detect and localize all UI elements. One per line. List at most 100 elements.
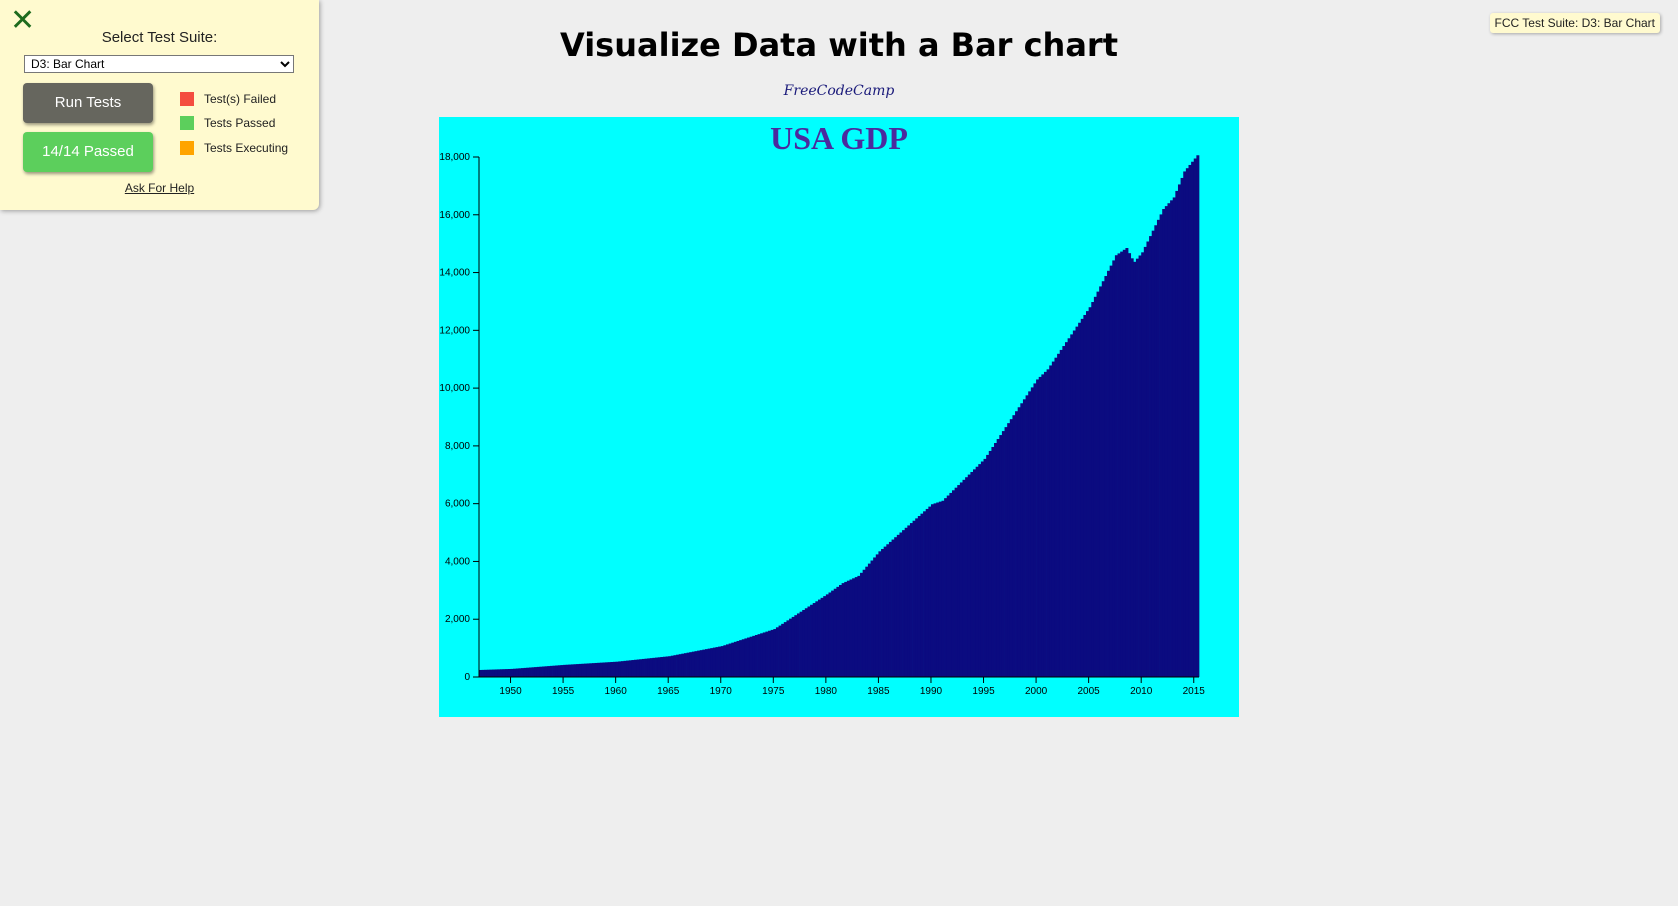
- bar[interactable]: [760, 633, 764, 677]
- bar[interactable]: [665, 656, 669, 677]
- bar[interactable]: [757, 634, 761, 677]
- bar[interactable]: [778, 625, 782, 677]
- bar[interactable]: [715, 647, 719, 677]
- bar[interactable]: [479, 669, 482, 677]
- bar[interactable]: [683, 653, 687, 677]
- bar[interactable]: [1135, 258, 1139, 677]
- bar[interactable]: [613, 661, 616, 677]
- bar[interactable]: [505, 669, 509, 677]
- bar[interactable]: [854, 577, 858, 677]
- bar[interactable]: [786, 620, 790, 677]
- bar[interactable]: [565, 664, 569, 677]
- bar[interactable]: [1041, 374, 1045, 677]
- bar[interactable]: [518, 668, 522, 677]
- bar[interactable]: [1146, 241, 1150, 678]
- bar[interactable]: [951, 490, 955, 677]
- bar[interactable]: [655, 657, 659, 677]
- bar[interactable]: [589, 663, 593, 677]
- bar[interactable]: [1104, 276, 1108, 677]
- bar[interactable]: [1096, 291, 1100, 677]
- bar[interactable]: [731, 642, 735, 677]
- bar[interactable]: [970, 471, 974, 677]
- bar[interactable]: [1033, 383, 1037, 677]
- close-icon[interactable]: ✕: [10, 3, 36, 38]
- bar[interactable]: [749, 636, 753, 677]
- bar[interactable]: [839, 584, 842, 677]
- bar[interactable]: [1012, 415, 1016, 677]
- bar[interactable]: [704, 649, 708, 677]
- bar[interactable]: [930, 504, 934, 677]
- bar[interactable]: [1125, 248, 1129, 677]
- bar[interactable]: [1075, 326, 1079, 677]
- bar[interactable]: [728, 643, 732, 677]
- bar[interactable]: [489, 669, 493, 677]
- bar[interactable]: [852, 578, 856, 677]
- bar[interactable]: [497, 669, 501, 677]
- bar[interactable]: [641, 658, 645, 677]
- bar[interactable]: [762, 632, 766, 677]
- bar[interactable]: [849, 579, 853, 678]
- bar[interactable]: [1062, 346, 1066, 677]
- bar[interactable]: [649, 658, 653, 677]
- bar[interactable]: [660, 657, 664, 677]
- bar[interactable]: [896, 534, 900, 677]
- bar[interactable]: [570, 664, 574, 677]
- bar[interactable]: [1099, 286, 1103, 677]
- bar[interactable]: [886, 544, 890, 677]
- bar[interactable]: [1001, 431, 1005, 677]
- bar[interactable]: [597, 662, 601, 677]
- bar[interactable]: [815, 601, 819, 677]
- bar[interactable]: [1093, 296, 1097, 677]
- bar[interactable]: [909, 523, 913, 677]
- bar[interactable]: [631, 660, 635, 677]
- bar[interactable]: [486, 669, 490, 677]
- bar[interactable]: [1196, 155, 1200, 677]
- bar[interactable]: [549, 665, 553, 677]
- bar[interactable]: [946, 495, 950, 677]
- bar[interactable]: [941, 500, 945, 677]
- bar[interactable]: [799, 611, 803, 677]
- bar[interactable]: [557, 665, 561, 677]
- bar[interactable]: [694, 651, 698, 677]
- bar[interactable]: [534, 667, 538, 677]
- bar[interactable]: [1170, 200, 1174, 677]
- bar[interactable]: [1004, 427, 1008, 677]
- bar[interactable]: [781, 623, 785, 677]
- bar[interactable]: [542, 666, 546, 677]
- bar[interactable]: [644, 658, 648, 677]
- bar[interactable]: [515, 668, 519, 677]
- bar[interactable]: [686, 652, 690, 677]
- bar[interactable]: [1028, 391, 1032, 677]
- bar[interactable]: [1141, 252, 1145, 678]
- bar[interactable]: [1036, 379, 1040, 677]
- bar[interactable]: [1086, 311, 1089, 677]
- bar[interactable]: [825, 594, 829, 677]
- bar[interactable]: [720, 646, 724, 677]
- bar[interactable]: [1162, 209, 1166, 677]
- bar[interactable]: [623, 660, 627, 677]
- bar[interactable]: [796, 613, 800, 677]
- bar[interactable]: [510, 668, 514, 677]
- bar[interactable]: [1154, 225, 1158, 677]
- bar[interactable]: [492, 669, 496, 677]
- bar[interactable]: [591, 663, 595, 677]
- bar[interactable]: [702, 649, 706, 677]
- bar[interactable]: [996, 439, 1000, 677]
- bar[interactable]: [697, 650, 701, 677]
- bar[interactable]: [739, 640, 743, 677]
- bar[interactable]: [707, 648, 711, 677]
- bar[interactable]: [1072, 330, 1076, 677]
- bar[interactable]: [1064, 342, 1068, 677]
- bar[interactable]: [973, 469, 976, 677]
- bar[interactable]: [1020, 403, 1024, 677]
- bar[interactable]: [999, 435, 1003, 677]
- bar[interactable]: [752, 635, 756, 677]
- bar[interactable]: [1088, 307, 1092, 677]
- bar[interactable]: [978, 464, 982, 677]
- bar[interactable]: [1107, 270, 1111, 677]
- bar[interactable]: [691, 651, 695, 677]
- bar[interactable]: [576, 664, 580, 677]
- bar[interactable]: [1114, 255, 1118, 677]
- bar[interactable]: [965, 477, 969, 677]
- bar[interactable]: [605, 662, 609, 677]
